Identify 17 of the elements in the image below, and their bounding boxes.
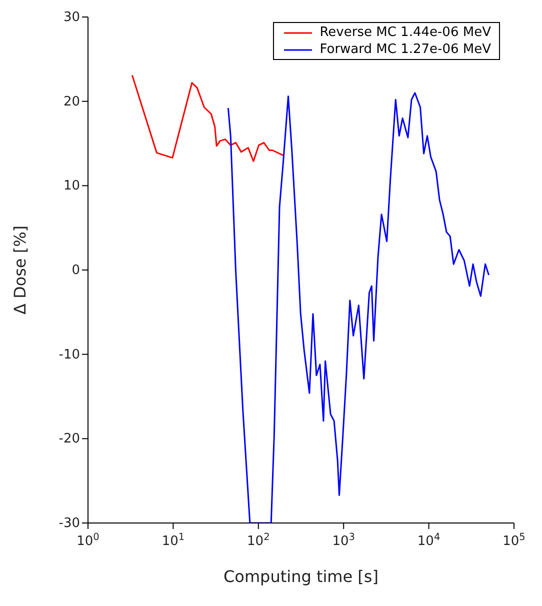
x-axis-title: Computing time [s]: [224, 567, 378, 586]
y-tick-label: 10: [63, 178, 80, 194]
x-tick-label: 10$^{2}$: [247, 532, 270, 549]
x-tick-label: 10$^{1}$: [162, 532, 185, 549]
y-tick-label: -10: [58, 347, 80, 362]
y-tick-label: 0: [72, 263, 80, 278]
x-tick-label: 10$^{4}$: [417, 532, 440, 549]
y-tick-label: 30: [63, 10, 80, 25]
legend-label: Forward MC 1.27e-06 MeV: [320, 41, 491, 58]
x-tick-label: 10$^{3}$: [332, 532, 355, 549]
x-tick-label: 10$^{5}$: [502, 532, 526, 549]
y-axis-title: Δ Dose [%]: [10, 225, 30, 315]
y-tick-label: 20: [63, 94, 80, 110]
y-tick-label: -20: [58, 432, 80, 447]
y-tick-label: -30: [58, 516, 80, 531]
legend-label: Reverse MC 1.44e-06 MeV: [320, 24, 491, 41]
x-tick-label: 10$^{0}$: [76, 532, 100, 549]
